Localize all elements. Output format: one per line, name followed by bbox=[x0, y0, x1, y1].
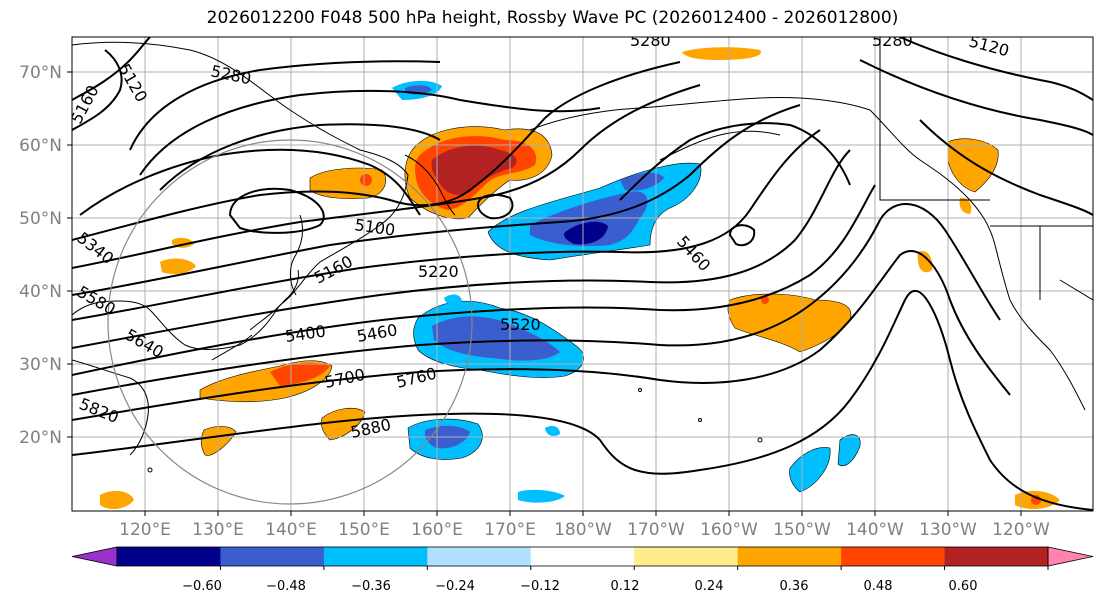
lat-label: 20°N bbox=[19, 428, 62, 448]
colorbar-tick-label: 0.60 bbox=[949, 579, 978, 594]
colorbar-bin bbox=[323, 547, 428, 566]
colorbar-tick-label: −0.12 bbox=[520, 579, 560, 594]
latitude-labels: 70°N 60°N 50°N 40°N 30°N 20°N bbox=[19, 63, 62, 448]
longitude-labels: 120°E 130°E 140°E 150°E 160°E 170°E 180°… bbox=[119, 520, 1050, 540]
lon-label: 130°W bbox=[919, 520, 977, 540]
colorbar-border bbox=[116, 546, 1049, 567]
colorbar-tick-label: 0.36 bbox=[780, 579, 809, 594]
map-title: 2026012200 F048 500 hPa height, Rossby W… bbox=[206, 8, 899, 28]
lon-label: 150°E bbox=[338, 520, 390, 540]
lon-label: 170°E bbox=[484, 520, 536, 540]
colorbar-bin bbox=[427, 547, 532, 566]
contour-label-5280: 5280 bbox=[630, 31, 671, 50]
colorbar-tick-label: −0.36 bbox=[351, 579, 391, 594]
colorbar bbox=[71, 546, 1094, 570]
colorbar-bin bbox=[944, 547, 1049, 566]
colorbar-extend-low bbox=[71, 546, 118, 567]
lon-label: 170°W bbox=[627, 520, 685, 540]
colorbar-tick-label: 0.12 bbox=[611, 579, 640, 594]
contour-label-5220: 5220 bbox=[418, 262, 459, 281]
coastlines bbox=[72, 37, 1093, 473]
lat-label: 50°N bbox=[19, 209, 62, 229]
colorbar-tick-label: 0.24 bbox=[695, 579, 724, 594]
lon-label: 130°E bbox=[192, 520, 244, 540]
lon-label: 140°E bbox=[265, 520, 317, 540]
colorbar-bin bbox=[220, 547, 325, 566]
axis-ticks bbox=[67, 71, 1022, 516]
colorbar-bin bbox=[841, 547, 946, 566]
colorbar-bin bbox=[117, 547, 221, 566]
colorbar-tick-label: −0.60 bbox=[182, 579, 222, 594]
colorbar-bin bbox=[634, 547, 739, 566]
colorbar-tick-label: −0.48 bbox=[266, 579, 306, 594]
lon-label: 160°W bbox=[700, 520, 758, 540]
lon-label: 150°W bbox=[773, 520, 831, 540]
lon-label: 120°E bbox=[119, 520, 171, 540]
lat-label: 40°N bbox=[19, 282, 62, 302]
contour-label-5280: 5280 bbox=[872, 31, 913, 50]
colorbar-tick-label: 0.48 bbox=[864, 579, 893, 594]
lon-label: 160°E bbox=[411, 520, 463, 540]
colorbar-bin bbox=[737, 547, 842, 566]
colorbar-tick-label: −0.24 bbox=[435, 579, 475, 594]
projection-circle bbox=[107, 139, 473, 505]
lon-label: 120°W bbox=[992, 520, 1050, 540]
lat-label: 70°N bbox=[19, 63, 62, 83]
lon-label: 140°W bbox=[846, 520, 904, 540]
lat-label: 30°N bbox=[19, 355, 62, 375]
contour-label-5520: 5520 bbox=[500, 315, 541, 334]
map-gridlines bbox=[72, 37, 1093, 511]
height-contours bbox=[72, 37, 1093, 511]
colorbar-bin bbox=[530, 547, 635, 566]
colorbar-tick-labels: −0.60 −0.48 −0.36 −0.24 −0.12 0.12 0.24 … bbox=[182, 579, 977, 594]
lon-label: 180°W bbox=[554, 520, 612, 540]
colorbar-extend-high bbox=[1047, 546, 1094, 567]
lat-label: 60°N bbox=[19, 136, 62, 156]
